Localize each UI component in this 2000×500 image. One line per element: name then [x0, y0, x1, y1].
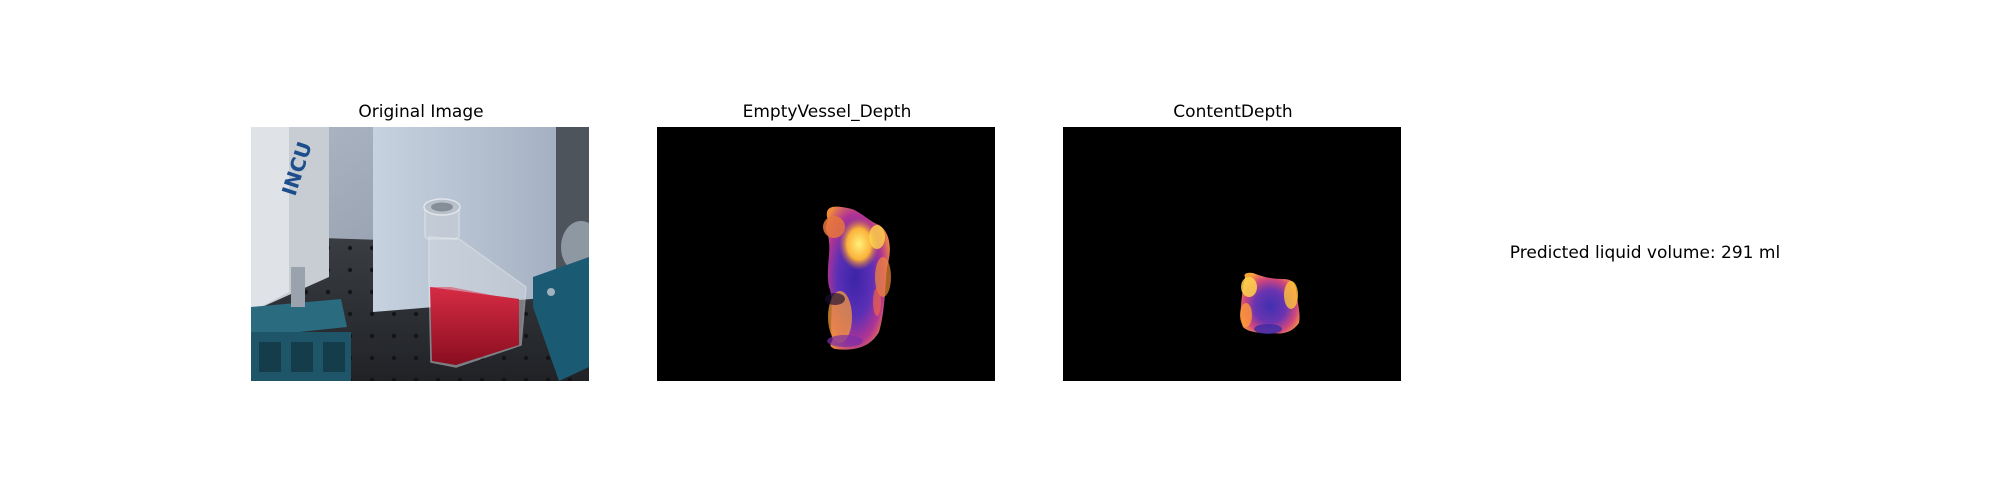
- empty-vessel-depth-title: EmptyVessel_Depth: [742, 102, 912, 122]
- empty-vessel-depth-map: [657, 127, 995, 381]
- flask: [423, 198, 527, 368]
- content-depth-map: [1063, 127, 1401, 381]
- empty-vessel-depth-image: [657, 127, 995, 381]
- original-image-title: Original Image: [358, 102, 484, 122]
- predicted-volume-text: Predicted liquid volume: 291 ml: [1509, 243, 1781, 263]
- content-depth-title: ContentDepth: [1173, 102, 1293, 122]
- original-photo: INCU: [251, 127, 589, 381]
- content-depth-image: [1063, 127, 1401, 381]
- original-image: INCU: [251, 127, 589, 381]
